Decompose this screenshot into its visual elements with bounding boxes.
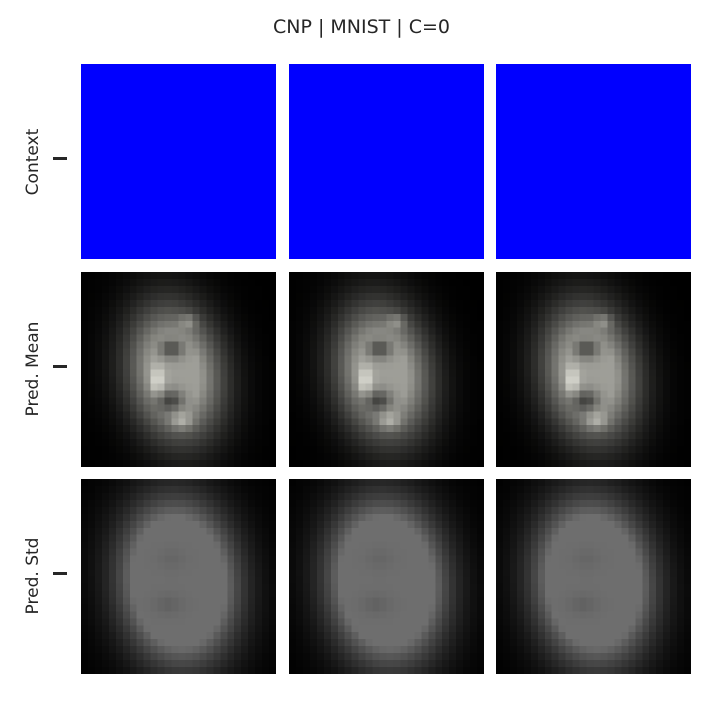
pred-mean-image-3 xyxy=(496,272,691,467)
row-tick-pred-std xyxy=(53,572,67,575)
row-label-pred-std: Pred. Std xyxy=(23,537,43,615)
row-tick-context xyxy=(53,157,67,160)
context-image-3 xyxy=(496,64,691,259)
context-image-1 xyxy=(81,64,276,259)
pred-mean-image-1 xyxy=(81,272,276,467)
row-label-context: Context xyxy=(23,128,43,196)
pred-std-image-3 xyxy=(496,479,691,674)
row-tick-pred-mean xyxy=(53,365,67,368)
context-image-2 xyxy=(289,64,484,259)
row-label-pred-mean: Pred. Mean xyxy=(23,321,43,417)
pred-std-image-1 xyxy=(81,479,276,674)
pred-mean-image-2 xyxy=(289,272,484,467)
pred-std-image-2 xyxy=(289,479,484,674)
figure-title: CNP | MNIST | C=0 xyxy=(272,16,451,38)
